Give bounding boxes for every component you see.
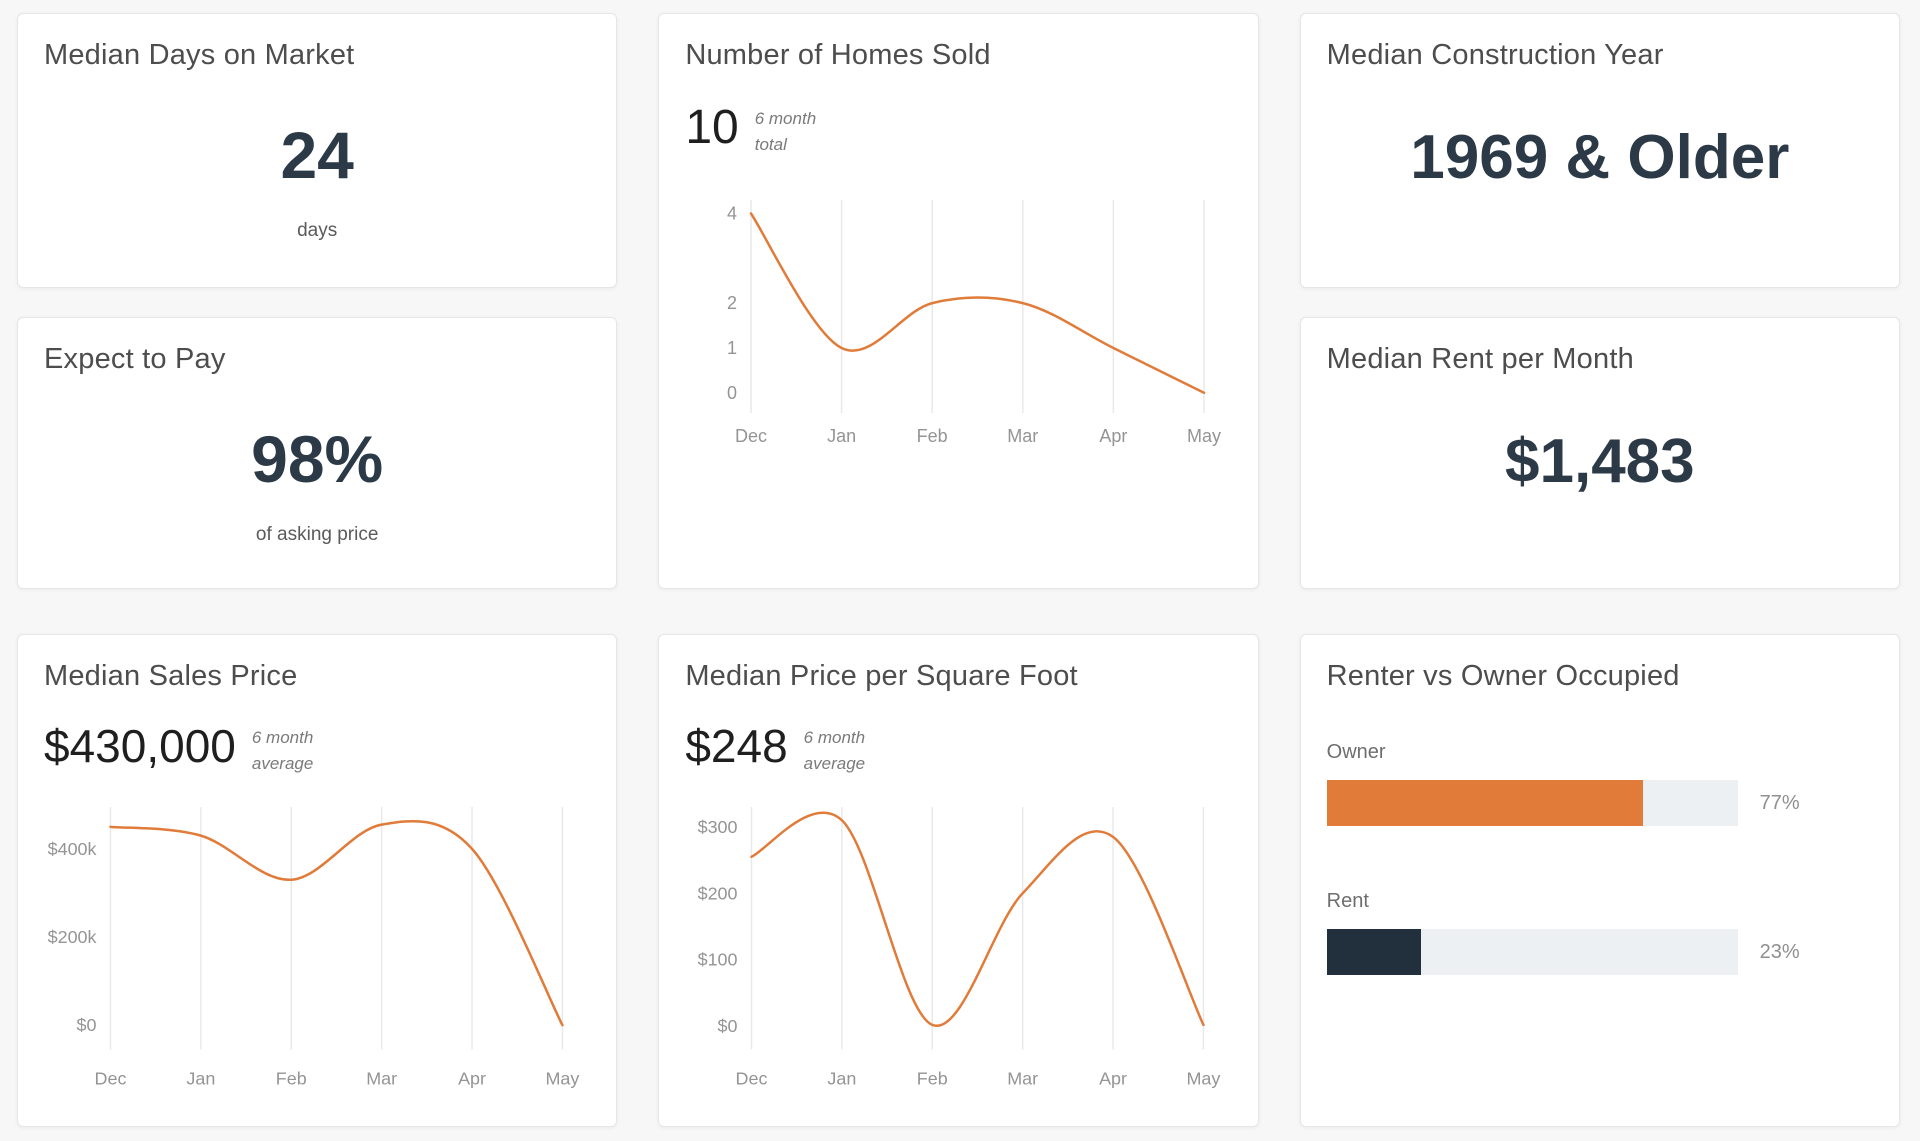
card-median-rent-per-month: Median Rent per Month $1,483 [1299, 317, 1900, 589]
x-tick-label: Feb [917, 426, 948, 446]
x-tick-label: Jan [828, 1068, 857, 1088]
construction-year-value: 1969 & Older [1410, 123, 1790, 192]
x-tick-label: Feb [276, 1068, 307, 1088]
card-title-price-per-sqft: Median Price per Square Foot [685, 660, 1078, 692]
card-median-days-on-market: Median Days on Market 24 days [17, 13, 618, 288]
homes-sold-stat-row: 10 6 month total [685, 104, 1231, 159]
card-title-expect-to-pay: Expect to Pay [44, 343, 226, 375]
homes-sold-qualifier: 6 month total [755, 106, 816, 159]
y-tick-label: $100 [698, 949, 738, 969]
x-tick-label: Mar [1008, 1068, 1039, 1088]
trend-line [750, 811, 1206, 1027]
y-tick-label: $0 [77, 1015, 97, 1035]
card-renter-vs-owner: Renter vs Owner Occupied Owner 77% Rent … [1299, 634, 1900, 1127]
owner-bar-row: 77% [1326, 780, 1873, 826]
sales-price-qualifier: 6 month average [252, 725, 313, 778]
price-per-sqft-average: $248 [685, 720, 788, 772]
owner-bar-fill [1326, 780, 1644, 826]
card-title-median-days: Median Days on Market [44, 39, 355, 71]
x-tick-label: May [1187, 426, 1221, 446]
x-tick-label: Mar [366, 1068, 397, 1088]
homes-sold-qualifier-line2: total [754, 135, 787, 155]
card-median-construction-year: Median Construction Year 1969 & Older [1299, 13, 1900, 288]
rent-per-month-value: $1,483 [1505, 427, 1695, 496]
x-tick-label: Jan [827, 426, 856, 446]
card-number-of-homes-sold: Number of Homes Sold 10 6 month total De… [658, 13, 1259, 589]
y-tick-label: $0 [718, 1016, 738, 1036]
trend-line [109, 819, 564, 1027]
x-tick-label: Dec [735, 426, 767, 446]
trend-line [750, 211, 1206, 394]
price-per-sqft-stat-row: $248 6 month average [685, 723, 1231, 778]
dashboard-bottom-section: Median Sales Price $430,000 6 month aver… [17, 634, 1900, 1127]
card-expect-to-pay: Expect to Pay 98% of asking price [17, 317, 618, 589]
homes-sold-total: 10 [685, 101, 739, 154]
y-tick-label: $200 [698, 883, 738, 903]
rent-bar-fill [1326, 929, 1422, 975]
x-tick-label: May [545, 1068, 579, 1088]
sales-price-qualifier-line2: average [251, 754, 314, 774]
rent-bar-percent: 23% [1759, 940, 1800, 963]
sales-price-stat-row: $430,000 6 month average [44, 723, 590, 778]
card-median-price-per-sqft: Median Price per Square Foot $248 6 mont… [658, 634, 1259, 1127]
y-tick-label: 4 [727, 203, 737, 223]
x-tick-label: Feb [917, 1068, 948, 1088]
rent-bar-label: Rent [1326, 890, 1369, 912]
owner-bar-percent: 77% [1759, 791, 1800, 814]
x-tick-label: Mar [1008, 426, 1039, 446]
sales-price-line-chart: Dec Jan Feb Mar Apr May $400k $200k $0 [48, 806, 579, 1088]
median-days-value: 24 [280, 118, 354, 192]
median-days-caption: days [297, 220, 338, 241]
x-tick-label: Jan [186, 1068, 215, 1088]
sales-price-average: $430,000 [44, 720, 236, 772]
homes-sold-qualifier-line1: 6 month [754, 109, 817, 128]
rent-bar-track [1326, 929, 1738, 975]
y-tick-label: $400k [48, 839, 97, 859]
owner-bar-label: Owner [1326, 741, 1386, 763]
expect-to-pay-value: 98% [251, 422, 384, 496]
price-per-sqft-qualifier-line2: average [803, 754, 866, 774]
homes-sold-line-chart: Dec Jan Feb Mar Apr May 4 2 1 0 [727, 199, 1221, 446]
x-tick-label: Apr [1099, 1068, 1127, 1088]
x-tick-label: Apr [458, 1068, 486, 1088]
y-tick-label: $300 [698, 817, 738, 837]
price-per-sqft-qualifier-line1: 6 month [803, 728, 866, 747]
x-tick-label: Apr [1100, 426, 1128, 446]
card-title-homes-sold: Number of Homes Sold [685, 39, 991, 71]
x-tick-label: Dec [95, 1068, 127, 1088]
x-tick-label: Dec [736, 1068, 768, 1088]
expect-to-pay-caption: of asking price [255, 524, 379, 545]
price-per-sqft-qualifier: 6 month average [804, 725, 865, 778]
card-title-construction-year: Median Construction Year [1326, 39, 1664, 71]
card-title-renter-vs-owner: Renter vs Owner Occupied [1326, 660, 1680, 692]
dashboard-top-section: Median Days on Market 24 days Number of … [17, 13, 1900, 589]
card-title-sales-price: Median Sales Price [44, 660, 298, 692]
owner-bar-track [1326, 780, 1738, 826]
price-per-sqft-line-chart: Dec Jan Feb Mar Apr May $300 $200 $100 $0 [698, 806, 1221, 1088]
y-tick-label: 1 [727, 338, 737, 358]
card-title-rent-per-month: Median Rent per Month [1326, 343, 1634, 375]
x-tick-label: May [1187, 1068, 1221, 1088]
y-tick-label: $200k [48, 927, 97, 947]
card-median-sales-price: Median Sales Price $430,000 6 month aver… [17, 634, 618, 1127]
rent-bar-row: 23% [1326, 929, 1873, 975]
y-tick-label: 2 [727, 293, 737, 313]
sales-price-qualifier-line1: 6 month [251, 728, 314, 747]
y-tick-label: 0 [727, 382, 737, 402]
